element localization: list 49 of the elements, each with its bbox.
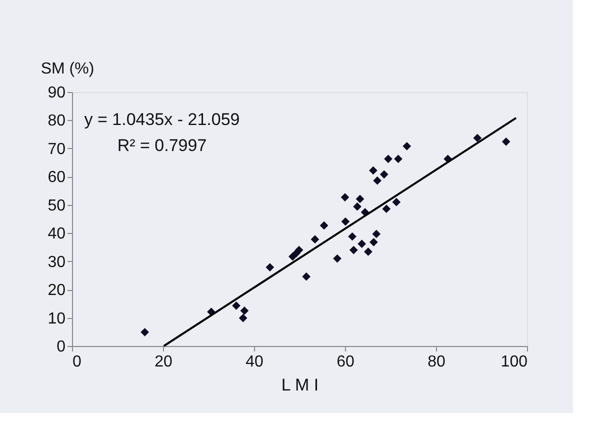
y-tick-label: 70	[48, 140, 66, 158]
x-tick-label: 40	[246, 354, 264, 370]
y-tick-label: 10	[48, 310, 66, 328]
y-tick-label: 80	[48, 112, 66, 130]
y-tick-label: 50	[48, 197, 66, 214]
point	[348, 232, 356, 241]
point	[341, 217, 350, 226]
x-tick-label: 80	[428, 354, 446, 370]
annotation: R² = 0.7997	[117, 136, 207, 155]
x-tick-label: 60	[336, 354, 354, 370]
point	[382, 204, 391, 214]
point	[369, 238, 378, 246]
point	[502, 137, 510, 146]
annotation: y = 1.0435x - 21.059	[84, 110, 240, 129]
point	[392, 198, 401, 206]
point	[369, 166, 378, 175]
point	[232, 301, 240, 310]
point	[140, 328, 149, 336]
y-tick-label: 90	[48, 84, 66, 102]
x-tick-label: 20	[154, 354, 172, 370]
point	[340, 193, 350, 202]
y-tick-label: 20	[48, 282, 66, 300]
point	[240, 306, 249, 315]
point	[353, 202, 362, 211]
point	[238, 314, 248, 322]
point	[394, 154, 402, 164]
point	[373, 176, 382, 185]
y-tick-label: 60	[48, 169, 66, 186]
point	[266, 263, 274, 272]
point	[302, 272, 311, 281]
y-axis-title: SM (%)	[40, 60, 94, 78]
point	[349, 246, 358, 254]
x-axis-title: L M I	[281, 376, 319, 394]
point	[358, 240, 366, 248]
point	[380, 170, 388, 179]
point	[372, 230, 381, 238]
y-tick-label: 0	[56, 338, 66, 356]
y-tick-label: 30	[48, 254, 66, 271]
y-tick-label: 40	[48, 226, 66, 243]
point	[364, 248, 372, 256]
point	[356, 194, 364, 204]
point	[473, 134, 482, 142]
point	[384, 154, 392, 164]
point	[333, 254, 342, 263]
point	[310, 235, 320, 244]
x-tick-label: 100	[500, 354, 528, 370]
point	[402, 142, 412, 150]
point	[320, 221, 328, 230]
x-tick-label: 0	[72, 354, 82, 370]
